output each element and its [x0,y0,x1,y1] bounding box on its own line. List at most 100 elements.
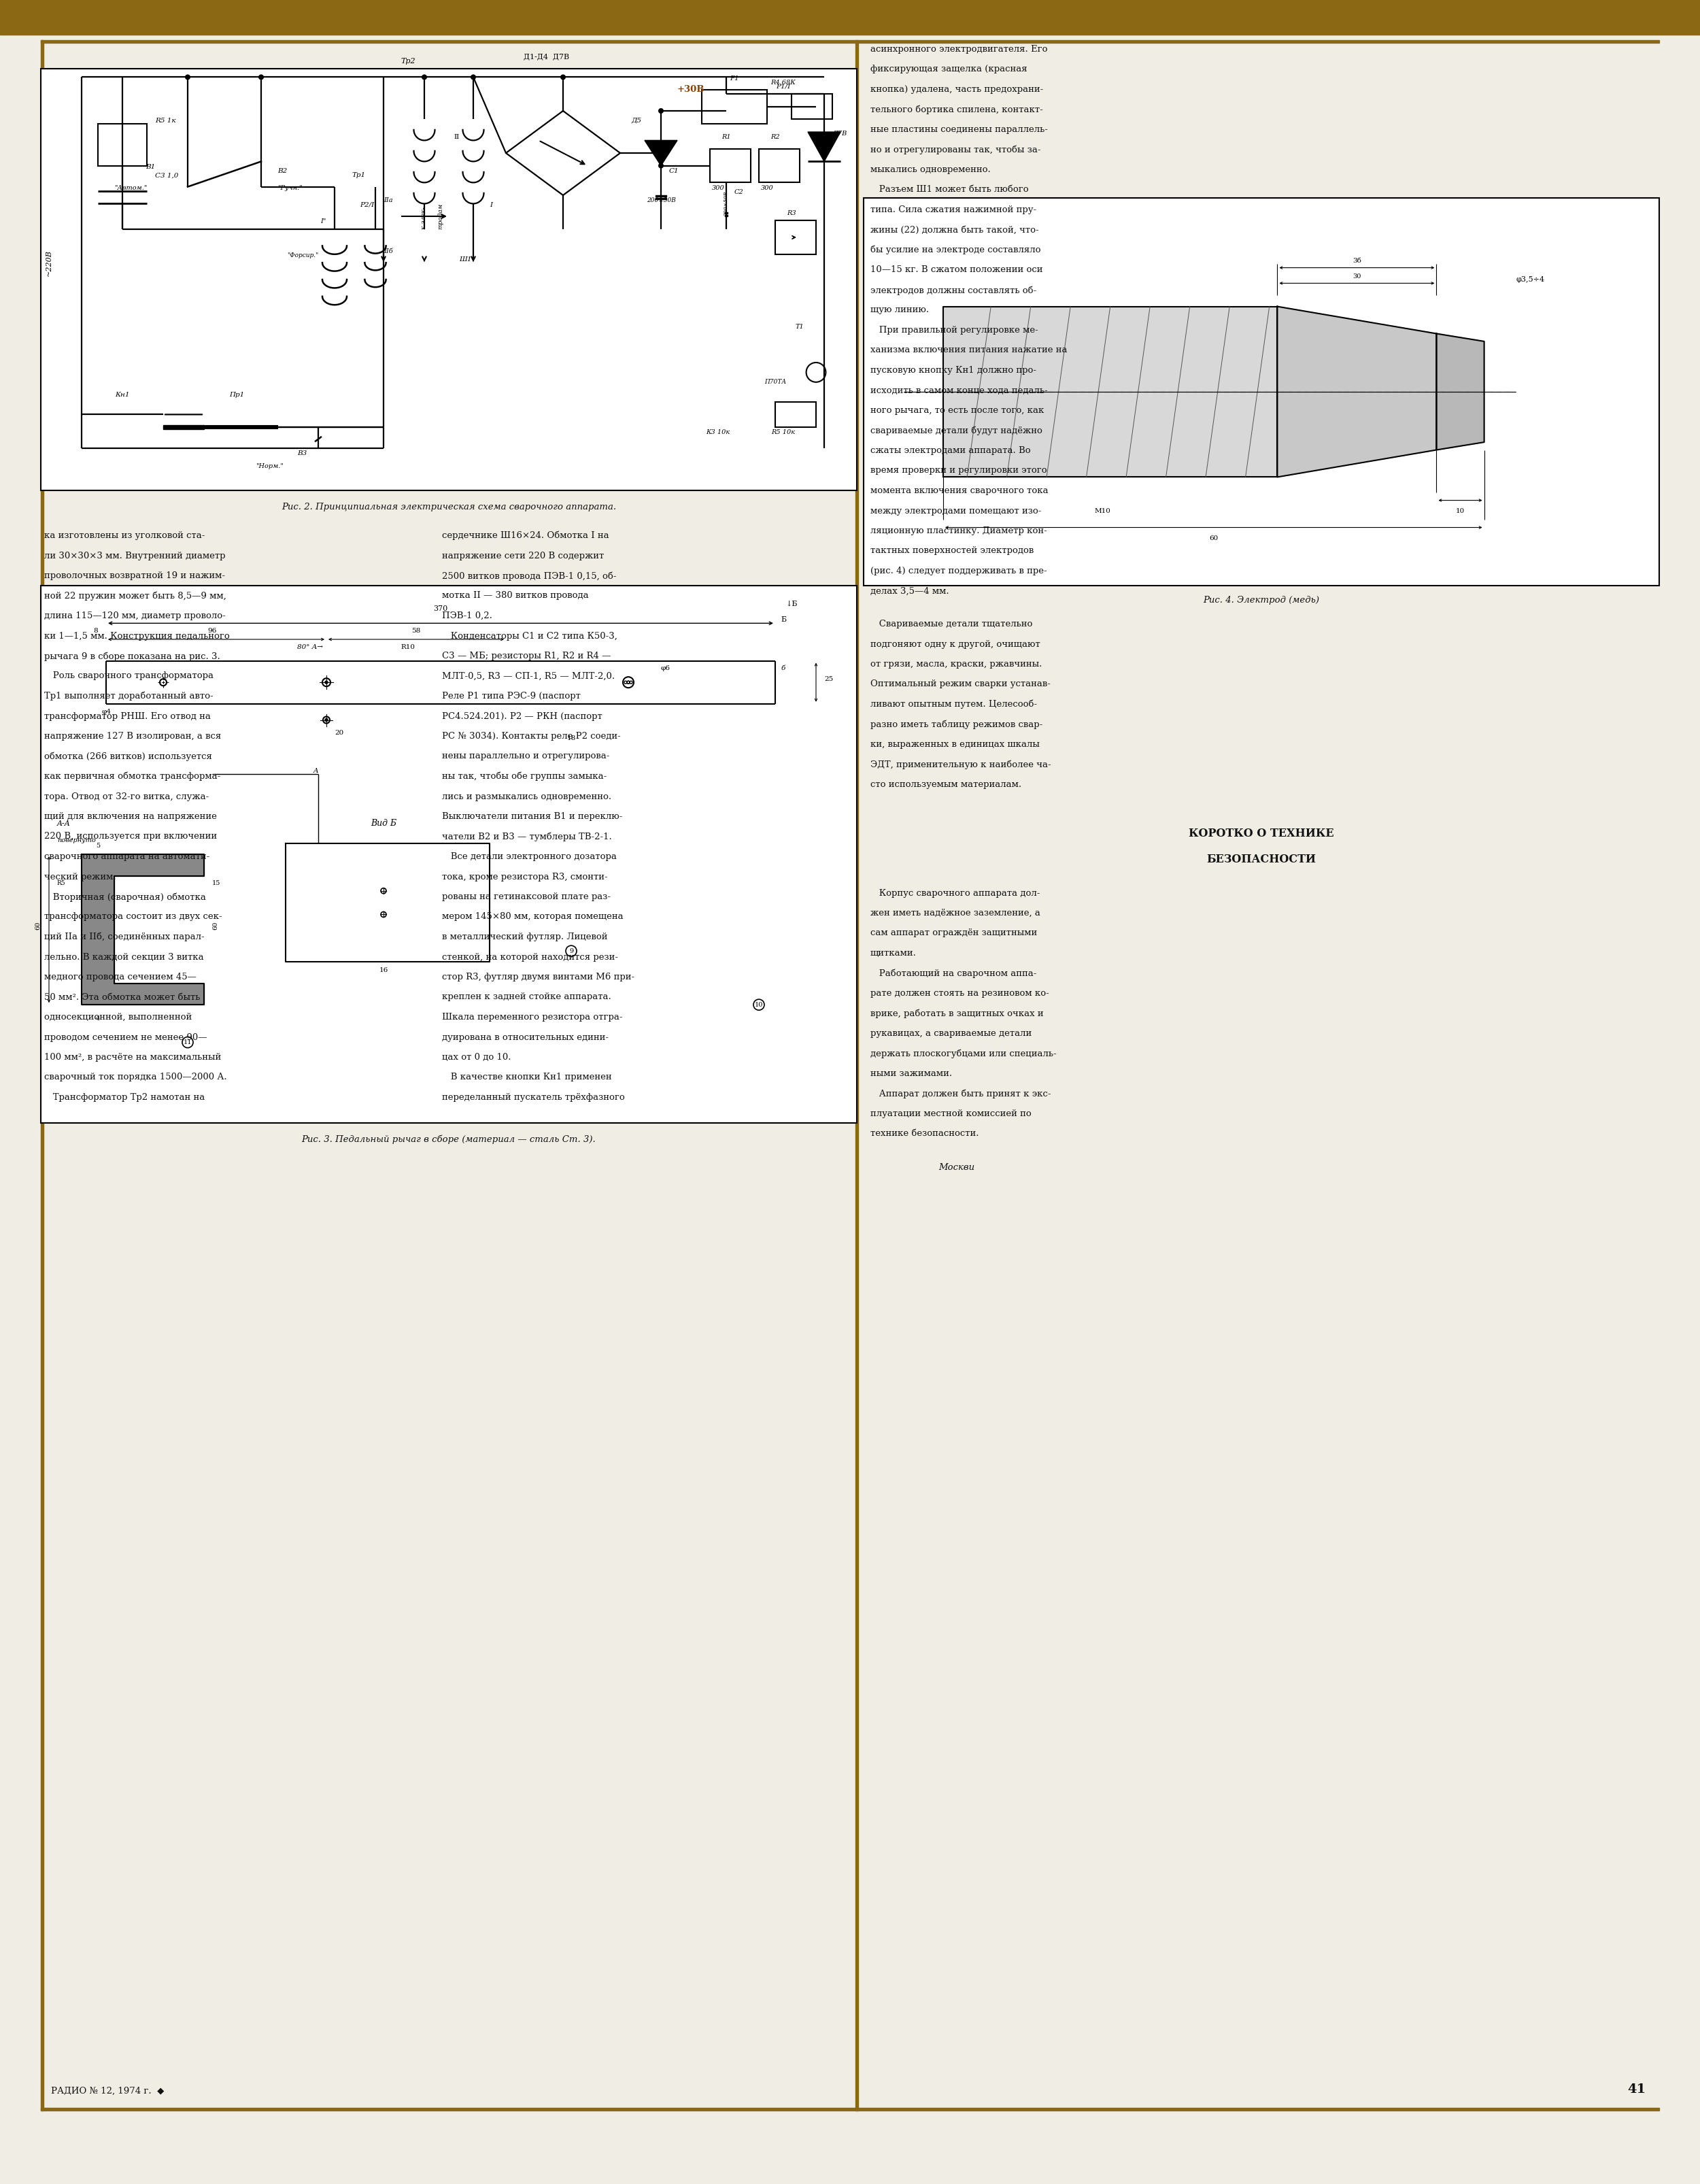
Text: ПЭВ-1 0,2.: ПЭВ-1 0,2. [442,612,493,620]
Text: Р1: Р1 [729,74,740,81]
Text: С3 1,0: С3 1,0 [155,173,178,179]
Text: В качестве кнопки Кн1 применен: В качестве кнопки Кн1 применен [442,1072,612,1081]
Text: время проверки и регулировки этого: время проверки и регулировки этого [870,465,1047,476]
Text: I: I [490,201,493,207]
Text: 9: 9 [570,948,573,954]
Circle shape [325,719,328,721]
Bar [864,199,1659,585]
Text: 10: 10 [755,1002,763,1007]
Text: Все детали электронного дозатора: Все детали электронного дозатора [442,852,617,860]
Text: Р2/I: Р2/I [360,201,374,207]
Text: 370: 370 [434,605,447,612]
Polygon shape [808,131,840,162]
Bar [775,402,816,428]
Text: сто используемым материалам.: сто используемым материалам. [870,780,1022,788]
Text: переделанный пускатель трёхфазного: переделанный пускатель трёхфазного [442,1092,626,1103]
Text: "Норм.": "Норм." [255,463,284,470]
Text: 50 мм². Эта обмотка может быть: 50 мм². Эта обмотка может быть [44,994,201,1002]
Text: Вид Б: Вид Б [371,819,396,828]
Text: мером 145×80 мм, которая помещена: мером 145×80 мм, которая помещена [442,913,624,922]
Text: лись и размыкались одновременно.: лись и размыкались одновременно. [442,793,612,802]
Text: технике безопасности.: технике безопасности. [870,1129,979,1138]
Circle shape [325,681,328,684]
Circle shape [185,74,190,81]
Text: Кн1: Кн1 [116,391,129,397]
Text: 20: 20 [335,729,343,736]
Text: A-A: A-A [58,821,71,828]
Text: Рис. 3. Педальный рычаг в сборе (материал — сталь Ст. 3).: Рис. 3. Педальный рычаг в сборе (материа… [301,1136,597,1144]
Text: односекционной, выполненной: односекционной, выполненной [44,1013,192,1022]
Text: трансформатор РНШ. Его отвод на: трансформатор РНШ. Его отвод на [44,712,211,721]
Text: +30В: +30В [677,85,706,94]
Circle shape [753,1000,765,1011]
Text: подгоняют одну к другой, очищают: подгоняют одну к другой, очищают [870,640,1040,649]
Circle shape [658,109,663,114]
Text: тактных поверхностей электродов: тактных поверхностей электродов [870,546,1034,555]
Text: РС № 3034). Контакты реле Р2 соеди-: РС № 3034). Контакты реле Р2 соеди- [442,732,620,740]
Bar [41,585,857,1123]
Bar [204,426,277,428]
Text: ческий режим.: ческий режим. [44,871,116,880]
Text: Д7В: Д7В [833,131,847,135]
Text: 100 мм², в расчёте на максимальный: 100 мм², в расчёте на максимальный [44,1053,221,1061]
Text: бы усилие на электроде составляло: бы усилие на электроде составляло [870,245,1040,256]
Text: R4 68К: R4 68К [770,79,796,85]
Text: R5 10к: R5 10к [772,430,796,435]
Circle shape [566,946,576,957]
Text: напряжение 127 В изолирован, а вся: напряжение 127 В изолирован, а вся [44,732,221,740]
Text: Рис. 2. Принципиальная электрическая схема сварочного аппарата.: Рис. 2. Принципиальная электрическая схе… [282,502,615,511]
Text: дуирована в относительных едини-: дуирована в относительных едини- [442,1033,609,1042]
Text: держать плоскогубцами или специаль-: держать плоскогубцами или специаль- [870,1048,1056,1059]
Text: В3: В3 [298,450,306,456]
Text: φ3,5÷4: φ3,5÷4 [1516,277,1545,284]
Circle shape [182,1037,194,1048]
Text: 8: 8 [94,627,99,633]
Circle shape [658,164,663,168]
Text: "Форсир.": "Форсир." [287,253,318,258]
Polygon shape [944,306,1277,476]
Bar [99,124,146,166]
Text: рованы на гетинаксовой плате раз-: рованы на гетинаксовой плате раз- [442,893,610,902]
Text: Ш1: Ш1 [459,256,471,262]
Text: сердечнике Ш16×24. Обмотка I на: сердечнике Ш16×24. Обмотка I на [442,531,609,539]
Circle shape [561,74,566,81]
Text: щитками.: щитками. [870,948,916,957]
Text: 2500 витков провода ПЭВ-1 0,15, об-: 2500 витков провода ПЭВ-1 0,15, об- [442,572,617,581]
Polygon shape [1277,306,1436,476]
Text: рычага 9 в сборе показана на рис. 3.: рычага 9 в сборе показана на рис. 3. [44,651,221,662]
Text: от грязи, масла, краски, ржавчины.: от грязи, масла, краски, ржавчины. [870,660,1042,668]
Text: Шкала переменного резистора отгра-: Шкала переменного резистора отгра- [442,1013,622,1022]
Text: ций IIа и IIб, соединённых парал-: ций IIа и IIб, соединённых парал- [44,933,204,941]
Text: R10: R10 [401,644,415,651]
Bar [758,149,799,183]
Text: РАДИО № 12, 1974 г.  ◆: РАДИО № 12, 1974 г. ◆ [51,2086,165,2097]
Text: сжаты электродами аппарата. Во: сжаты электродами аппарата. Во [870,446,1030,454]
Text: 30: 30 [1353,273,1362,280]
Text: плуатации местной комиссией по: плуатации местной комиссией по [870,1109,1032,1118]
Text: ~220В: ~220В [46,249,53,275]
Text: 25: 25 [825,677,833,681]
Text: стор R3, футляр двумя винтами М6 при-: стор R3, футляр двумя винтами М6 при- [442,972,634,981]
Bar [0,0,1700,35]
Text: R1: R1 [721,133,731,140]
Text: б: б [782,666,785,673]
Bar [775,221,816,253]
Text: C2: C2 [734,190,745,194]
Text: жины (22) должна быть такой, что-: жины (22) должна быть такой, что- [870,225,1039,234]
Text: "Ручн.": "Ручн." [277,186,303,190]
Text: Выключатели питания В1 и переклю-: Выключатели питания В1 и переклю- [442,812,622,821]
Text: Работающий на сварочном аппа-: Работающий на сварочном аппа- [870,970,1037,978]
Text: цах от 0 до 10.: цах от 0 до 10. [442,1053,512,1061]
Text: A: A [313,767,318,773]
Text: С3 — МБ; резисторы R1, R2 и R4 —: С3 — МБ; резисторы R1, R2 и R4 — [442,651,610,660]
Polygon shape [1436,334,1484,450]
Text: Разъем Ш1 может быть любого: Разъем Ш1 может быть любого [870,186,1028,194]
Text: ли 30×30×3 мм. Внутренний диаметр: ли 30×30×3 мм. Внутренний диаметр [44,550,226,559]
Text: 18: 18 [566,736,576,740]
Text: чатели В2 и В3 — тумблеры ТВ-2-1.: чатели В2 и В3 — тумблеры ТВ-2-1. [442,832,612,841]
Text: проволочных возвратной 19 и нажим-: проволочных возвратной 19 и нажим- [44,572,224,581]
Text: Аппарат должен быть принят к экс-: Аппарат должен быть принят к экс- [870,1090,1051,1099]
Text: Свариваемые детали тщательно: Свариваемые детали тщательно [870,620,1032,629]
Text: момента включения сварочного тока: момента включения сварочного тока [870,487,1049,496]
Text: Реле Р1 типа РЭС-9 (паспорт: Реле Р1 типа РЭС-9 (паспорт [442,692,581,701]
